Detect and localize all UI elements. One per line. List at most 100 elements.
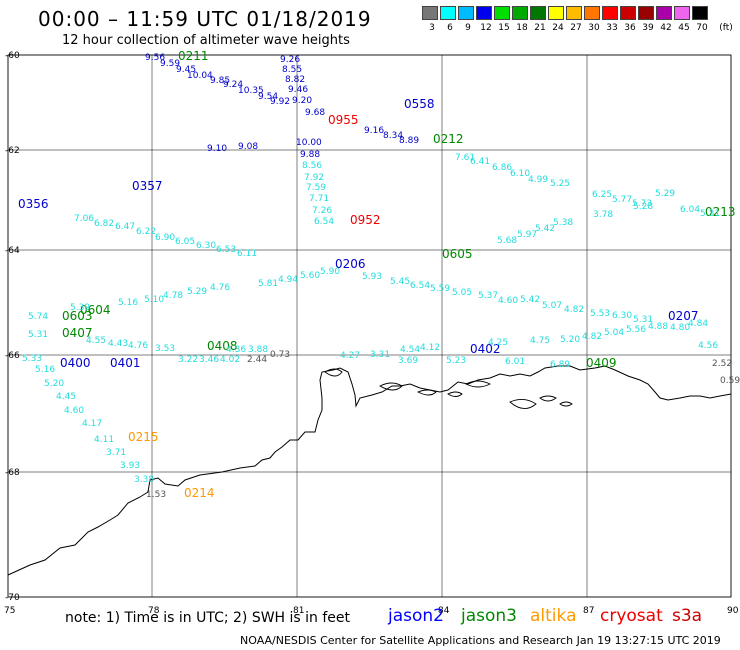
wave-height-value: 3.69 xyxy=(398,356,418,366)
colorbar-swatch xyxy=(458,6,474,20)
island-outline xyxy=(379,382,403,391)
colorbar-label: 30 xyxy=(588,23,600,33)
footer-credit: NOAA/NESDIS Center for Satellite Applica… xyxy=(240,634,721,647)
pass-time-label: 0400 xyxy=(60,356,91,370)
pass-time-label: 0952 xyxy=(350,213,381,227)
wave-height-value: 9.20 xyxy=(292,96,312,106)
note-text: note: 1) Time is in UTC; 2) SWH is in fe… xyxy=(65,610,351,626)
wave-height-value: 8.89 xyxy=(399,136,419,146)
wave-height-value: 8.56 xyxy=(302,161,322,171)
wave-height-value: 9.16 xyxy=(364,126,384,136)
pass-time-label: 0603 xyxy=(62,309,93,323)
satellite-legend-s3a: s3a xyxy=(672,606,703,626)
wave-height-value: 5.53 xyxy=(590,309,610,319)
latitude-label: -64 xyxy=(5,246,20,256)
colorbar-label: 12 xyxy=(480,23,492,33)
wave-height-value: 5.23 xyxy=(446,356,466,366)
pass-time-label: 0206 xyxy=(335,257,366,271)
wave-height-value: 3.31 xyxy=(370,350,390,360)
latitude-label: -68 xyxy=(5,468,20,478)
island-outline xyxy=(464,380,492,388)
latitude-label: -62 xyxy=(5,146,20,156)
pass-time-label: 0211 xyxy=(178,49,209,63)
wave-height-value: 6.25 xyxy=(592,190,612,200)
pass-time-label: 0408 xyxy=(207,339,238,353)
latitude-label: -70 xyxy=(5,593,20,603)
pass-time-label: 0357 xyxy=(132,179,163,193)
wave-height-value: 5.31 xyxy=(633,315,653,325)
wave-height-value: 4.60 xyxy=(498,296,518,306)
island-outline xyxy=(539,395,557,402)
wave-height-value: 5.60 xyxy=(300,271,320,281)
longitude-label: 90 xyxy=(727,606,739,616)
satellite-legend-jason3: jason3 xyxy=(461,606,517,626)
wave-height-value: 4.56 xyxy=(698,341,718,351)
colorbar-swatch xyxy=(584,6,600,20)
wave-height-value: 4.55 xyxy=(86,336,106,346)
wave-height-value: 5.25 xyxy=(550,179,570,189)
wave-height-value: 9.46 xyxy=(288,85,308,95)
pass-time-label: 0215 xyxy=(128,430,159,444)
pass-time-label: 0407 xyxy=(62,326,93,340)
wave-height-value: 4.99 xyxy=(528,175,548,185)
wave-height-value: 6.82 xyxy=(94,219,114,229)
wave-height-value: 5.29 xyxy=(187,287,207,297)
wave-height-value: 5.33 xyxy=(22,354,42,364)
wave-height-value: 5.28 xyxy=(633,202,653,212)
pass-time-label: 0213 xyxy=(705,205,736,219)
pass-time-label: 0214 xyxy=(184,486,215,500)
wave-height-value: 6.54 xyxy=(314,217,334,227)
wave-height-value: 4.60 xyxy=(64,406,84,416)
colorbar-label: 3 xyxy=(429,23,435,33)
map-frame xyxy=(7,54,732,598)
wave-height-value: 4.25 xyxy=(488,338,508,348)
wave-height-value: 6.30 xyxy=(612,311,632,321)
colorbar-label: 39 xyxy=(642,23,654,33)
wave-height-value: 4.82 xyxy=(564,305,584,315)
wave-height-value: 10.00 xyxy=(296,138,322,148)
wave-height-value: 4.17 xyxy=(82,419,102,429)
wave-height-value: 8.82 xyxy=(285,75,305,85)
wave-height-value: 5.45 xyxy=(390,277,410,287)
wave-height-value: 10.35 xyxy=(238,86,264,96)
longitude-label: 75 xyxy=(4,606,15,616)
wave-height-value: 6.01 xyxy=(505,357,525,367)
wave-height-value: 9.85 xyxy=(210,76,230,86)
wave-height-value: 4.84 xyxy=(688,319,708,329)
colorbar-label: 24 xyxy=(552,23,564,33)
wave-height-value: 10.04 xyxy=(187,71,213,81)
wave-height-value: 5.04 xyxy=(604,328,624,338)
wave-height-value: 5.20 xyxy=(44,379,64,389)
colorbar-swatch xyxy=(692,6,708,20)
axis-labels: 75 78 81 84 87 90 -60 -62 -64 -66 -68 -70 xyxy=(4,51,739,616)
colorbar-swatch xyxy=(422,6,438,20)
wave-height-value: 3.38 xyxy=(134,475,154,485)
wave-height-value: 4.94 xyxy=(278,275,298,285)
wave-height-value: 3.71 xyxy=(106,448,126,458)
wave-height-value: 5.38 xyxy=(553,218,573,228)
wave-height-value: 3.93 xyxy=(120,461,140,471)
wave-height-value: 5.16 xyxy=(35,365,55,375)
wave-height-value: 9.56 xyxy=(145,53,165,63)
wave-height-value: 4.45 xyxy=(56,392,76,402)
colorbar-swatch xyxy=(512,6,528,20)
colorbar-swatch xyxy=(638,6,654,20)
wave-height-value: 4.78 xyxy=(163,291,183,301)
wave-height-value: 5.90 xyxy=(320,267,340,277)
colorbar-label: 33 xyxy=(606,23,618,33)
wave-height-value: 5.29 xyxy=(655,189,675,199)
wave-height-value: 7.26 xyxy=(312,206,332,216)
longitude-label: 78 xyxy=(148,606,160,616)
colorbar-swatch xyxy=(566,6,582,20)
wave-height-value: 7.61 xyxy=(455,153,475,163)
wave-height-value: 5.31 xyxy=(28,330,48,340)
colorbar-swatch xyxy=(548,6,564,20)
wave-height-value: 2.44 xyxy=(247,355,267,365)
wave-height-value: 6.47 xyxy=(115,222,135,232)
wave-height-value: 9.92 xyxy=(270,97,290,107)
longitude-label: 87 xyxy=(583,606,594,616)
wave-height-value: 0.73 xyxy=(270,350,290,360)
wave-height-value: 0.59 xyxy=(720,376,740,386)
wave-height-value: 9.45 xyxy=(176,65,196,75)
wave-height-value: 6.86 xyxy=(492,163,512,173)
